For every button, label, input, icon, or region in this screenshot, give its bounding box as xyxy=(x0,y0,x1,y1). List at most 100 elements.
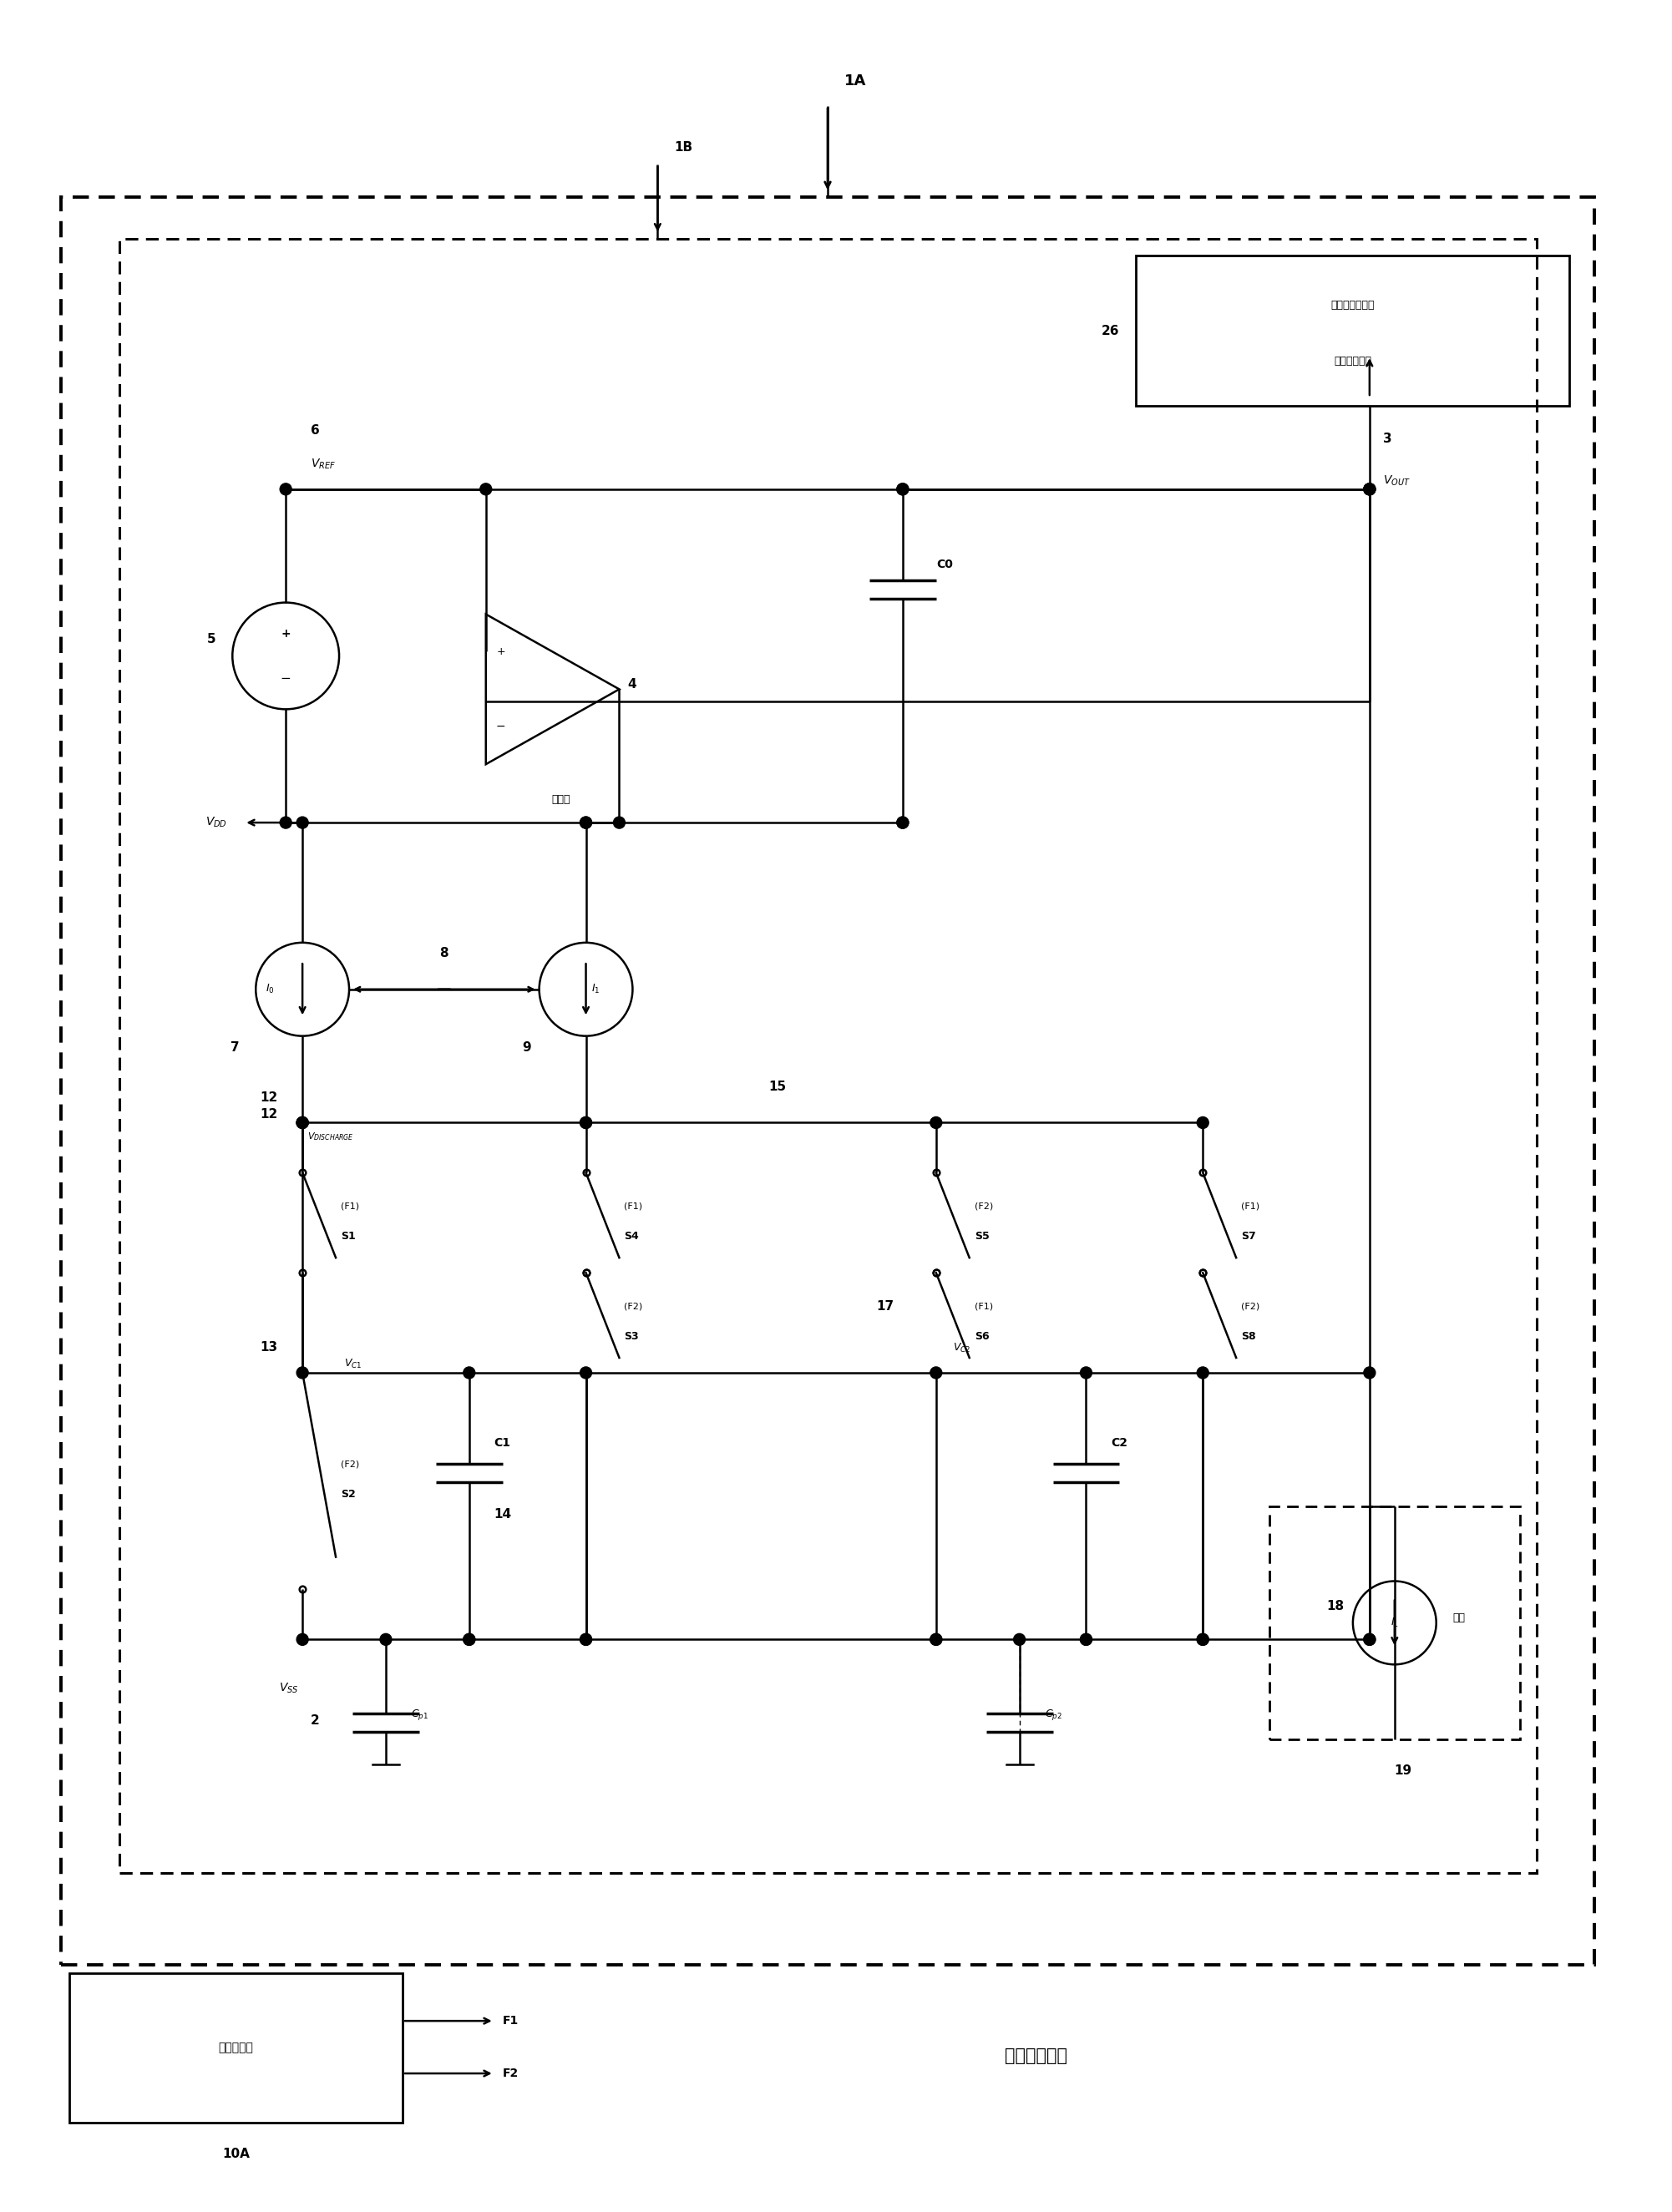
Circle shape xyxy=(580,1635,592,1646)
Text: 3: 3 xyxy=(1383,434,1391,445)
Circle shape xyxy=(1364,1367,1376,1378)
Circle shape xyxy=(279,484,291,495)
Text: $V_{C2}$: $V_{C2}$ xyxy=(953,1340,970,1354)
Text: (F1): (F1) xyxy=(624,1201,642,1210)
Text: +: + xyxy=(281,628,291,639)
Text: $I_L$: $I_L$ xyxy=(1391,1617,1399,1628)
Text: 18: 18 xyxy=(1328,1599,1344,1613)
Text: −: − xyxy=(497,721,505,732)
Circle shape xyxy=(463,1635,475,1646)
Circle shape xyxy=(296,1117,308,1128)
Circle shape xyxy=(380,1635,391,1646)
Text: S2: S2 xyxy=(341,1489,356,1500)
Text: $V_{DISCHARGE}$: $V_{DISCHARGE}$ xyxy=(308,1130,354,1144)
Text: (F1): (F1) xyxy=(975,1303,993,1310)
Circle shape xyxy=(1364,1635,1376,1646)
Text: $V_{REF}$: $V_{REF}$ xyxy=(311,458,336,471)
Text: F1: F1 xyxy=(503,2015,518,2026)
Text: 级末端电流源: 级末端电流源 xyxy=(1334,356,1371,367)
Text: (F2): (F2) xyxy=(1241,1303,1259,1310)
Circle shape xyxy=(463,1367,475,1378)
Circle shape xyxy=(1364,484,1376,495)
Circle shape xyxy=(1197,1635,1209,1646)
Circle shape xyxy=(279,816,291,830)
Text: 10A: 10A xyxy=(222,2148,249,2161)
Circle shape xyxy=(1080,1635,1092,1646)
Text: 7: 7 xyxy=(231,1042,239,1053)
Circle shape xyxy=(1197,1367,1209,1378)
Text: S4: S4 xyxy=(624,1230,639,1241)
Circle shape xyxy=(580,816,592,830)
Text: C1: C1 xyxy=(495,1438,512,1449)
Text: 负载: 负载 xyxy=(1453,1613,1465,1624)
Text: $V_{DD}$: $V_{DD}$ xyxy=(206,816,227,830)
Circle shape xyxy=(580,816,592,830)
Circle shape xyxy=(580,1635,592,1646)
Text: (F2): (F2) xyxy=(624,1303,642,1310)
Text: 13: 13 xyxy=(259,1340,278,1354)
Text: (F1): (F1) xyxy=(341,1201,359,1210)
Text: $V_{OUT}$: $V_{OUT}$ xyxy=(1383,473,1409,487)
Text: S3: S3 xyxy=(624,1332,639,1340)
Circle shape xyxy=(896,816,908,830)
Bar xyxy=(69,1973,403,2124)
Circle shape xyxy=(1364,484,1376,495)
Text: 1B: 1B xyxy=(674,142,692,153)
Text: 19: 19 xyxy=(1394,1765,1411,1776)
Text: 外部振荡器: 外部振荡器 xyxy=(219,2042,252,2053)
Text: 6: 6 xyxy=(311,425,319,438)
Text: F2: F2 xyxy=(503,2068,518,2079)
Circle shape xyxy=(1364,484,1376,495)
Circle shape xyxy=(580,1117,592,1128)
Text: S7: S7 xyxy=(1241,1230,1256,1241)
Text: 9: 9 xyxy=(522,1042,532,1053)
Text: 5: 5 xyxy=(207,633,216,646)
Text: 比较器: 比较器 xyxy=(552,794,570,805)
Text: S5: S5 xyxy=(975,1230,990,1241)
Text: 12: 12 xyxy=(259,1108,278,1121)
Circle shape xyxy=(480,484,492,495)
Circle shape xyxy=(930,1635,941,1646)
Text: $V_{C1}$: $V_{C1}$ xyxy=(344,1358,363,1371)
Circle shape xyxy=(580,1117,592,1128)
Circle shape xyxy=(1080,1367,1092,1378)
Text: 2: 2 xyxy=(311,1714,319,1728)
Bar xyxy=(1137,257,1570,405)
Circle shape xyxy=(296,1635,308,1646)
Circle shape xyxy=(930,1635,941,1646)
Text: (F2): (F2) xyxy=(341,1460,359,1469)
Text: +: + xyxy=(497,646,505,657)
Circle shape xyxy=(296,1117,308,1128)
Circle shape xyxy=(930,1367,941,1378)
Text: 运算放大器输入: 运算放大器输入 xyxy=(1331,301,1374,310)
Circle shape xyxy=(896,816,908,830)
Circle shape xyxy=(580,1367,592,1378)
Circle shape xyxy=(296,1117,308,1128)
Text: 1A: 1A xyxy=(844,73,866,88)
Bar xyxy=(60,197,1595,1964)
Bar xyxy=(1269,1506,1520,1739)
Circle shape xyxy=(463,1635,475,1646)
Text: (F1): (F1) xyxy=(1241,1201,1259,1210)
Circle shape xyxy=(296,1367,308,1378)
Text: 8: 8 xyxy=(440,947,448,960)
Circle shape xyxy=(1197,1117,1209,1128)
Text: S6: S6 xyxy=(975,1332,990,1340)
Circle shape xyxy=(1364,1635,1376,1646)
Circle shape xyxy=(1197,1635,1209,1646)
Text: S1: S1 xyxy=(341,1230,356,1241)
Text: C0: C0 xyxy=(936,557,953,571)
Text: 14: 14 xyxy=(495,1509,512,1520)
Circle shape xyxy=(1080,1635,1092,1646)
Bar xyxy=(119,239,1537,1874)
Text: $C_{p2}$: $C_{p2}$ xyxy=(1045,1708,1062,1721)
Circle shape xyxy=(614,816,625,830)
Text: −: − xyxy=(281,672,291,684)
Text: 26: 26 xyxy=(1102,325,1120,336)
Text: 4: 4 xyxy=(627,677,637,690)
Circle shape xyxy=(930,1117,941,1128)
Text: (F2): (F2) xyxy=(975,1201,993,1210)
Circle shape xyxy=(296,816,308,830)
Circle shape xyxy=(896,484,908,495)
Circle shape xyxy=(896,484,908,495)
